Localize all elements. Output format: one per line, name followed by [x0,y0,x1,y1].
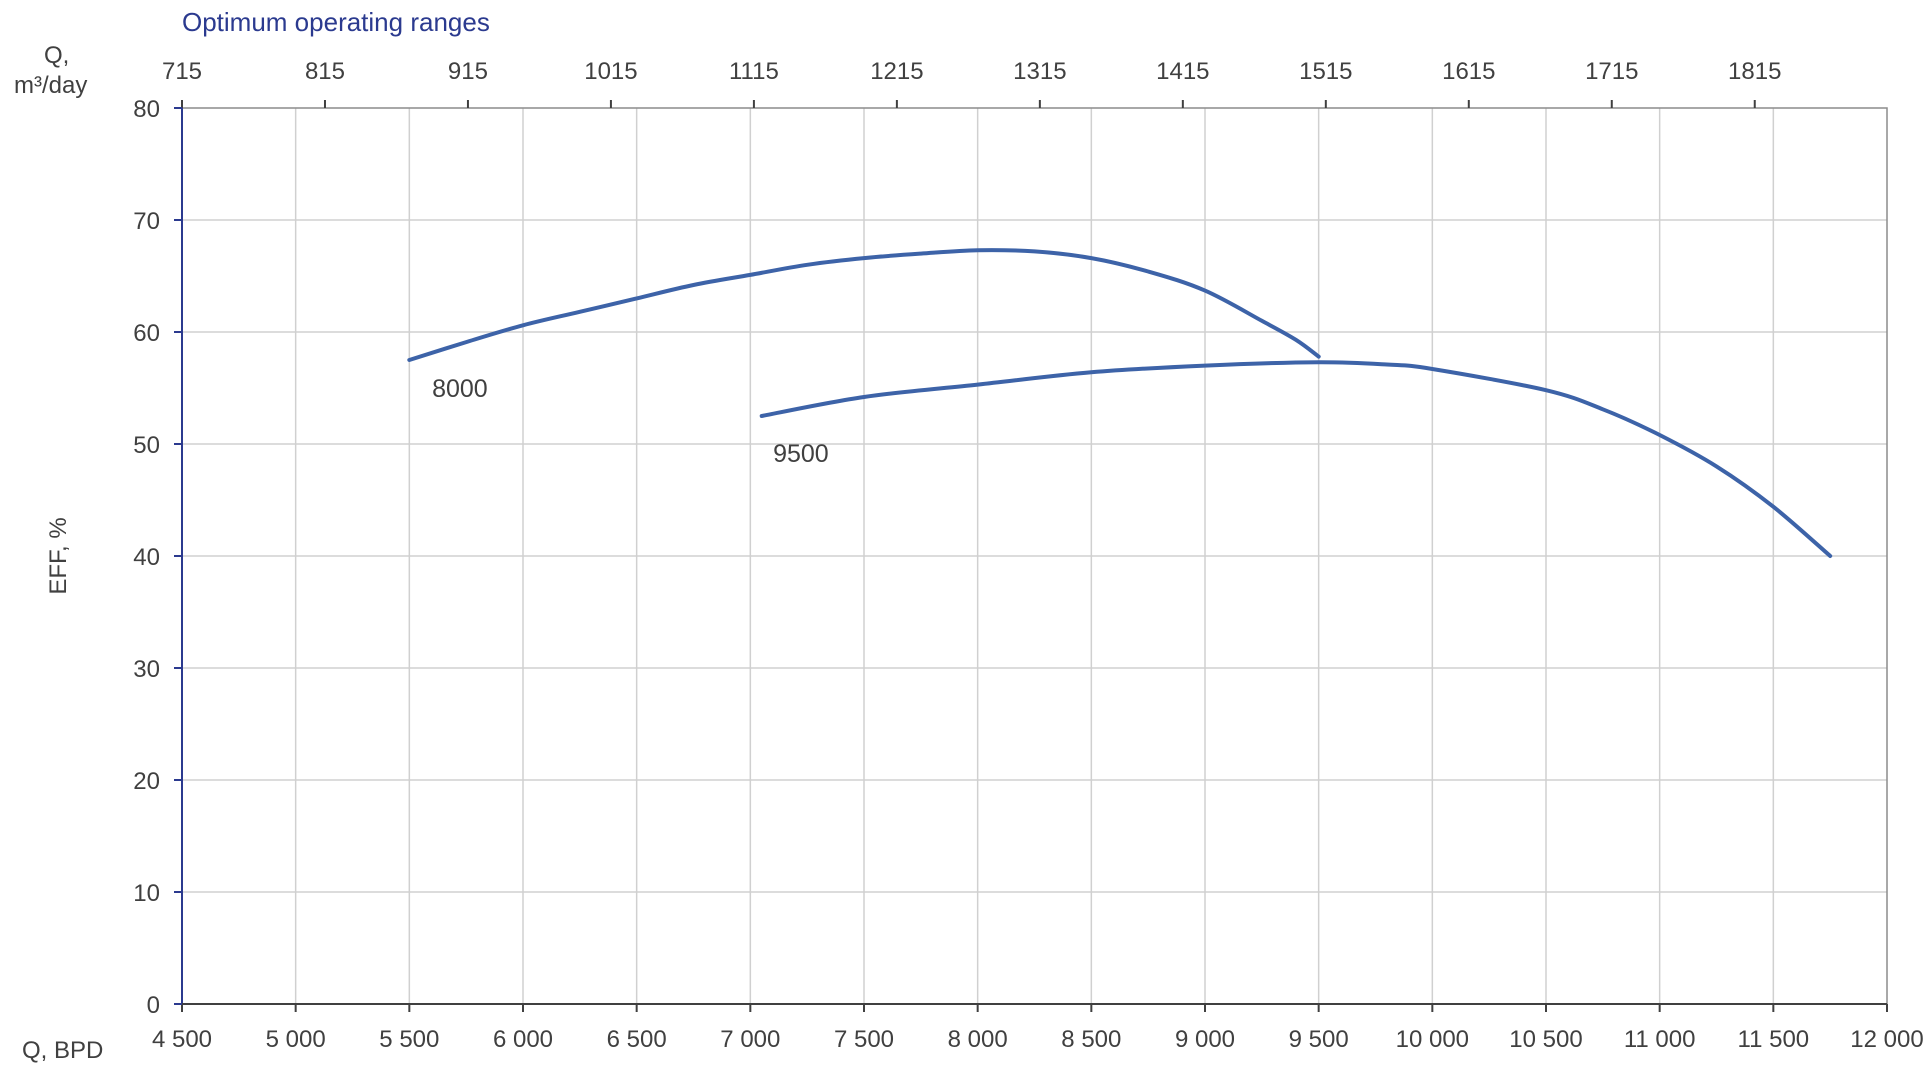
x-tick-label: 6 500 [607,1026,667,1053]
series-curves [407,248,1833,558]
gridlines [182,108,1887,1004]
series-line-8000 [407,248,1321,362]
x2-tick-label: 1315 [1013,58,1066,85]
y-tick-label: 70 [133,208,160,235]
x2-tick-label: 815 [305,58,345,85]
x-tick-label: 8 500 [1061,1026,1121,1053]
y-tick-label: 50 [133,432,160,459]
x-tick-label: 7 000 [720,1026,780,1053]
y-tick-label: 60 [133,320,160,347]
x-tick-label: 6 000 [493,1026,553,1053]
x-axis-ticks: 4 500 5 000 5 500 6 000 6 500 7 000 7 500 8 000… [152,1004,1924,1053]
x2-tick-label: 715 [162,58,202,85]
y-tick-label: 20 [133,768,160,795]
x-tick-label: 5 000 [266,1026,326,1053]
x-tick-label: 8 000 [948,1026,1008,1053]
series-label-9500: 9500 [773,440,829,468]
x-tick-label: 12 000 [1850,1026,1923,1053]
y-tick-label: 10 [133,880,160,907]
x2-tick-label: 915 [448,58,488,85]
x-tick-label: 5 500 [379,1026,439,1053]
x2-axis-ticks: 715 815 915 1015 1115 1215 1315 1415 1515 1615 171… [162,58,1781,108]
x-tick-label: 7 500 [834,1026,894,1053]
x2-tick-label: 1815 [1728,58,1781,85]
x-axis-label: Q, BPD [22,1037,103,1064]
y-axis-label: EFF, % [45,517,72,594]
x-tick-label: 10 500 [1509,1026,1582,1053]
chart-title: Optimum operating ranges [182,7,490,37]
x-tick-label: 10 000 [1396,1026,1469,1053]
x2-tick-label: 1015 [584,58,637,85]
x-tick-label: 9 500 [1289,1026,1349,1053]
x2-tick-label: 1415 [1156,58,1209,85]
x2-axis-label-line2: m³/day [14,72,87,99]
series-label-8000: 8000 [432,375,488,403]
x-tick-label: 11 500 [1738,1026,1810,1053]
x2-tick-label: 1215 [870,58,923,85]
y-tick-label: 80 [133,96,160,123]
series-line-9500 [759,360,1833,558]
x-tick-label: 4 500 [152,1026,212,1053]
y-tick-label: 0 [147,992,160,1019]
x2-tick-label: 1115 [729,58,779,85]
x2-tick-label: 1615 [1442,58,1495,85]
series-labels: 8000 9500 [432,375,829,468]
x-tick-label: 11 000 [1624,1026,1696,1053]
x2-tick-label: 1715 [1585,58,1638,85]
y-tick-label: 40 [133,544,160,571]
x2-axis-label-line1: Q, [44,42,69,69]
y-tick-label: 30 [133,656,160,683]
y-axis-ticks: 0 10 20 30 40 50 60 70 80 [133,96,182,1019]
x2-tick-label: 1515 [1299,58,1352,85]
x-tick-label: 9 000 [1175,1026,1235,1053]
